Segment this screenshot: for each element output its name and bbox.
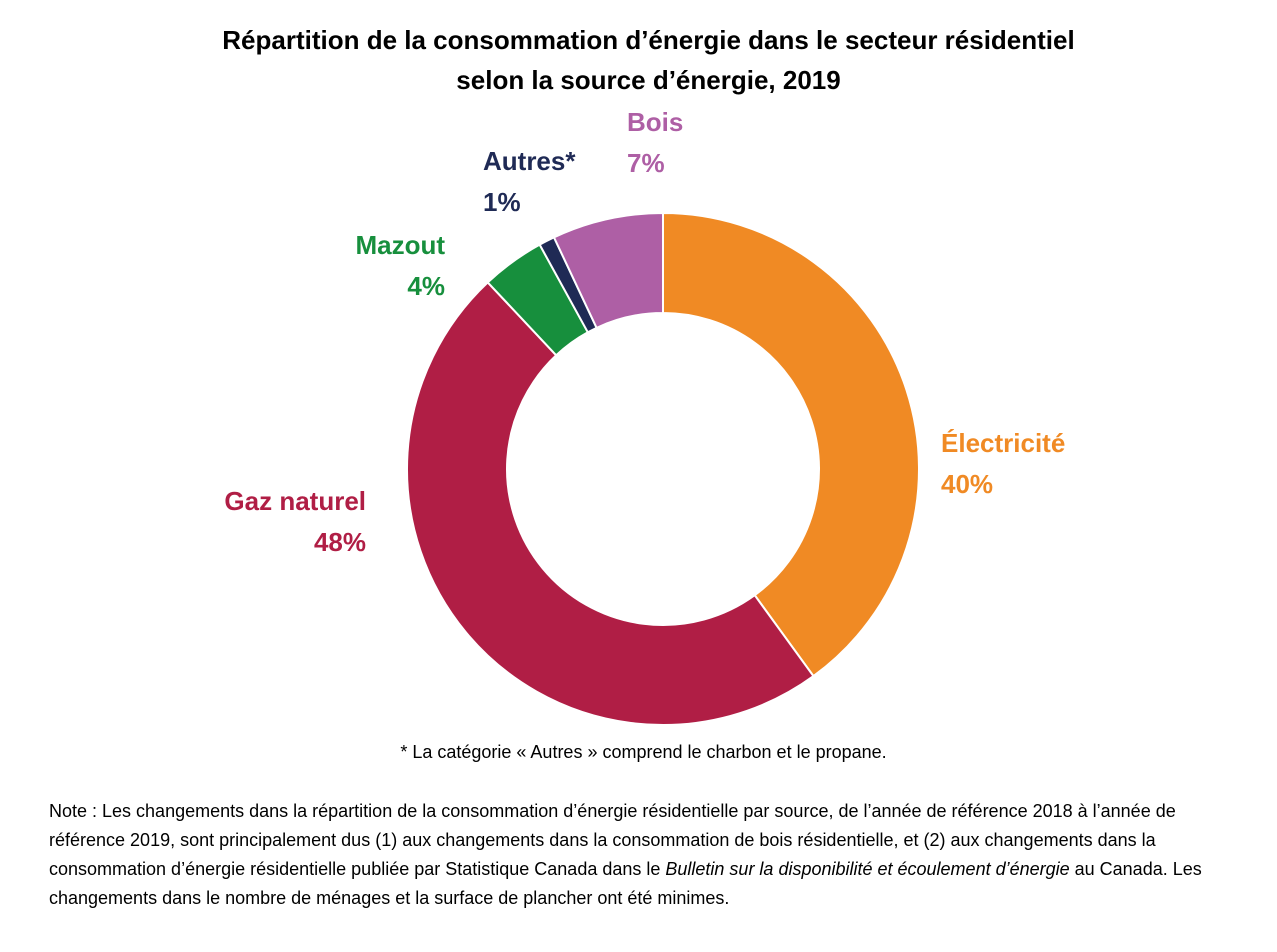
slice-1 [406,280,815,726]
chart-title: Répartition de la consommation d’énergie… [0,20,1277,100]
slice-label-name-0: Électricité [941,428,1065,458]
note-paragraph: Note : Les changements dans la répartiti… [49,797,1244,913]
note-text-part-2: au Canada. Les changements dans le nombr… [49,859,1202,908]
chart-title-line-2: selon la source d’énergie, 2019 [456,65,841,95]
slice-label-value-2: 4% [407,271,445,301]
slice-4 [552,211,664,330]
note-publication-title: Bulletin sur la disponibilité et écoulem… [665,859,1070,879]
slice-label-value-0: 40% [941,469,993,499]
slice-label-name-4: Bois [627,107,683,137]
slice-label-value-1: 48% [314,527,366,557]
slice-label-value-4: 7% [627,148,665,178]
slice-label-name-1: Gaz naturel [224,486,366,516]
slice-label-name-2: Mazout [355,230,445,260]
slice-label-value-3: 1% [483,187,521,217]
slice-label-name-3: Autres* [483,146,576,176]
note-text-part-1: Note : Les changements dans la répartiti… [49,801,1176,879]
footnote: * La catégorie « Autres » comprend le ch… [400,742,887,762]
chart-title-line-1: Répartition de la consommation d’énergie… [222,25,1075,55]
slice-0 [662,211,920,678]
